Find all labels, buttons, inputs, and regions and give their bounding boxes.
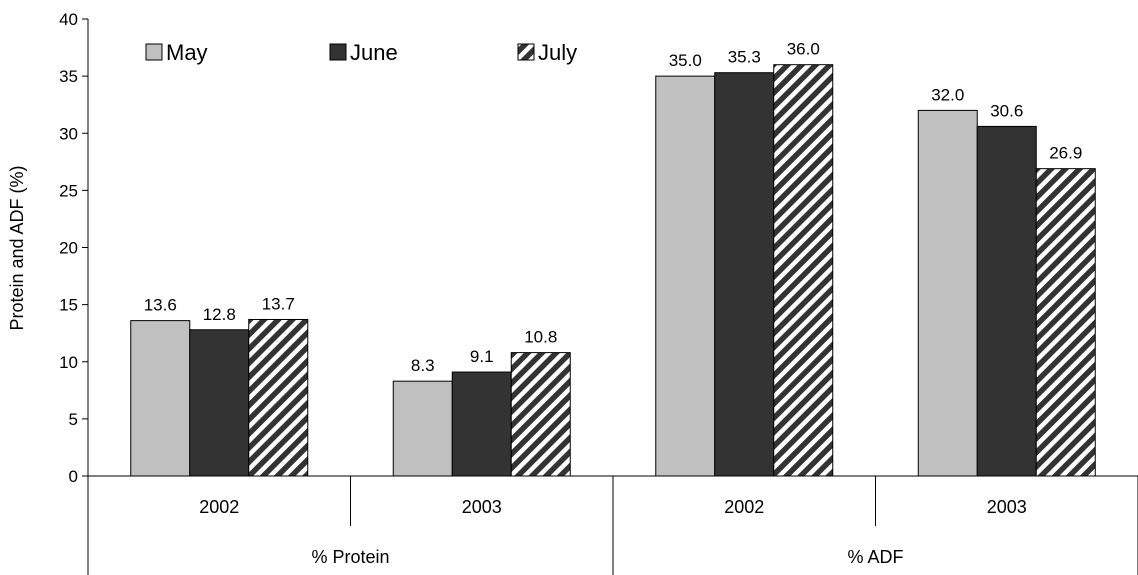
y-tick-label: 10 <box>59 353 78 372</box>
bar-june-0 <box>189 329 250 477</box>
data-label: 35.3 <box>728 48 761 67</box>
bar-july-1 <box>510 352 571 477</box>
legend-swatch-may <box>145 43 163 61</box>
bar-july-0 <box>248 318 309 477</box>
data-label: 9.1 <box>470 347 494 366</box>
x-category-label: 2003 <box>987 497 1027 517</box>
y-tick-label: 35 <box>59 67 78 86</box>
bar-june-3 <box>976 125 1037 477</box>
y-axis-title: Protein and ADF (%) <box>7 165 27 330</box>
y-tick-label: 30 <box>59 124 78 143</box>
x-category-label: 2002 <box>724 497 764 517</box>
x-group-label: % Protein <box>311 547 389 567</box>
x-group-label: % ADF <box>847 547 903 567</box>
data-label: 13.7 <box>262 294 295 313</box>
y-axis: 0 5 10 15 20 25 30 35 40 <box>59 10 89 486</box>
bar-june-2 <box>714 72 775 477</box>
y-tick-label: 25 <box>59 181 78 200</box>
legend-swatch-june <box>329 43 347 61</box>
bar-may-1 <box>392 380 453 477</box>
data-label: 35.0 <box>669 51 702 70</box>
data-label: 26.9 <box>1049 144 1082 163</box>
legend-label: July <box>538 40 577 65</box>
data-label: 32.0 <box>931 85 964 104</box>
x-category-label: 2003 <box>462 497 502 517</box>
x-axis: 2002 2003 2002 2003 % Protein % ADF <box>87 475 1138 575</box>
legend-label: June <box>350 40 398 65</box>
bar-may-0 <box>130 320 191 477</box>
y-tick-label: 20 <box>59 239 78 258</box>
legend-label: May <box>166 40 208 65</box>
y-tick-label: 0 <box>69 467 78 486</box>
data-labels: 13.6 12.8 13.7 8.3 9.1 10.8 35.0 35.3 36.0 32.0 30… <box>144 40 1083 375</box>
bar-may-3 <box>917 109 978 477</box>
data-label: 30.6 <box>990 101 1023 120</box>
data-label: 8.3 <box>411 356 435 375</box>
data-label: 36.0 <box>787 40 820 59</box>
x-category-label: 2002 <box>199 497 239 517</box>
y-tick-label: 5 <box>69 410 78 429</box>
data-label: 12.8 <box>203 305 236 324</box>
y-tick-label: 40 <box>59 10 78 29</box>
y-tick-label: 15 <box>59 296 78 315</box>
data-label: 10.8 <box>524 328 557 347</box>
bar-july-2 <box>773 64 834 477</box>
bar-july-3 <box>1035 168 1096 477</box>
bar-june-1 <box>451 371 512 477</box>
legend-swatch-july <box>517 43 535 61</box>
bar-may-2 <box>655 75 716 477</box>
legend: May June July <box>145 40 577 65</box>
bars <box>130 64 1096 477</box>
data-label: 13.6 <box>144 296 177 315</box>
